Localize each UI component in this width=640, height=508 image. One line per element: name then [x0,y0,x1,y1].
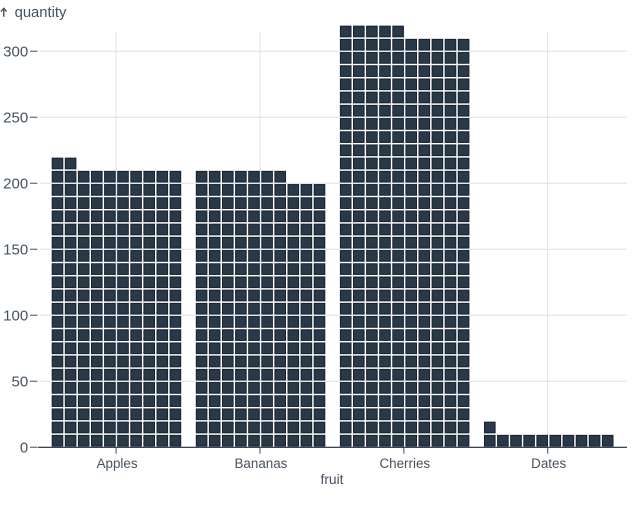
svg-text:50: 50 [12,374,29,391]
svg-text:Apples: Apples [97,456,138,471]
svg-text:Cherries: Cherries [379,456,430,471]
svg-text:300: 300 [3,44,28,61]
svg-text:quantity: quantity [15,5,67,21]
svg-text:fruit: fruit [321,472,344,487]
svg-text:100: 100 [3,308,28,325]
svg-text:Bananas: Bananas [235,456,288,471]
svg-text:Dates: Dates [531,456,566,471]
svg-text:0: 0 [20,440,28,457]
svg-text:200: 200 [3,176,28,193]
svg-text:250: 250 [3,110,28,127]
svg-text:150: 150 [3,242,28,259]
